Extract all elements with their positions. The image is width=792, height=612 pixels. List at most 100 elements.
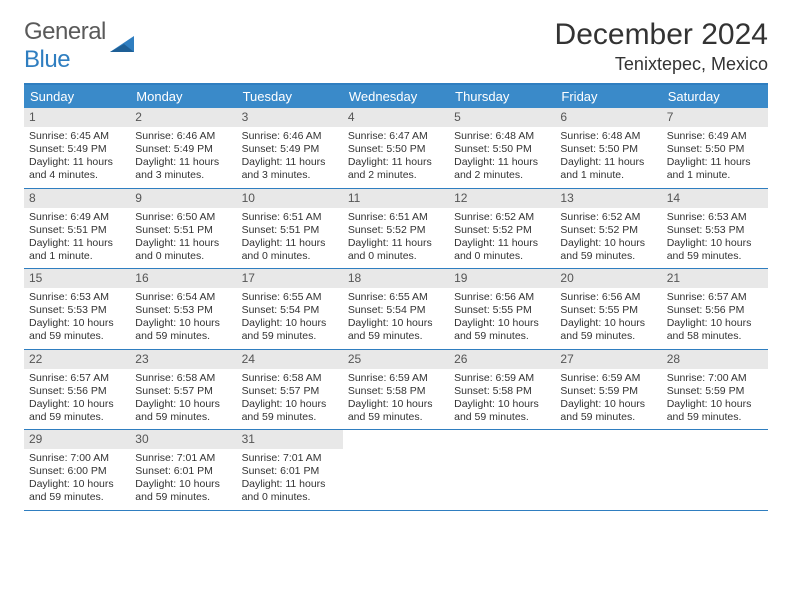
day-cell: 24Sunrise: 6:58 AMSunset: 5:57 PMDayligh… xyxy=(237,350,343,430)
day-number: 10 xyxy=(237,189,343,208)
daylight-text: and 59 minutes. xyxy=(242,411,338,424)
week-row: 22Sunrise: 6:57 AMSunset: 5:56 PMDayligh… xyxy=(24,350,768,431)
sunset-text: Sunset: 5:50 PM xyxy=(560,143,656,156)
day-body: Sunrise: 7:01 AMSunset: 6:01 PMDaylight:… xyxy=(130,449,236,510)
daylight-text: Daylight: 10 hours xyxy=(454,398,550,411)
day-body: Sunrise: 6:58 AMSunset: 5:57 PMDaylight:… xyxy=(237,369,343,430)
day-header: Friday xyxy=(555,85,661,108)
daylight-text: Daylight: 10 hours xyxy=(135,317,231,330)
daylight-text: and 0 minutes. xyxy=(348,250,444,263)
sunset-text: Sunset: 5:49 PM xyxy=(135,143,231,156)
daylight-text: Daylight: 10 hours xyxy=(667,317,763,330)
daylight-text: and 3 minutes. xyxy=(135,169,231,182)
sunrise-text: Sunrise: 6:54 AM xyxy=(135,291,231,304)
day-body: Sunrise: 6:59 AMSunset: 5:58 PMDaylight:… xyxy=(449,369,555,430)
sunset-text: Sunset: 5:50 PM xyxy=(667,143,763,156)
sunset-text: Sunset: 5:55 PM xyxy=(560,304,656,317)
daylight-text: Daylight: 10 hours xyxy=(242,398,338,411)
day-number: 30 xyxy=(130,430,236,449)
daylight-text: Daylight: 11 hours xyxy=(454,237,550,250)
sunrise-text: Sunrise: 6:59 AM xyxy=(560,372,656,385)
day-cell: 1Sunrise: 6:45 AMSunset: 5:49 PMDaylight… xyxy=(24,108,130,188)
sunset-text: Sunset: 5:51 PM xyxy=(29,224,125,237)
sunrise-text: Sunrise: 6:58 AM xyxy=(135,372,231,385)
sunrise-text: Sunrise: 6:48 AM xyxy=(560,130,656,143)
sunrise-text: Sunrise: 6:49 AM xyxy=(667,130,763,143)
daylight-text: Daylight: 11 hours xyxy=(29,237,125,250)
sunrise-text: Sunrise: 7:01 AM xyxy=(135,452,231,465)
daylight-text: Daylight: 10 hours xyxy=(29,317,125,330)
day-cell: 14Sunrise: 6:53 AMSunset: 5:53 PMDayligh… xyxy=(662,189,768,269)
day-body: Sunrise: 6:59 AMSunset: 5:58 PMDaylight:… xyxy=(343,369,449,430)
sunrise-text: Sunrise: 6:46 AM xyxy=(135,130,231,143)
day-cell: 8Sunrise: 6:49 AMSunset: 5:51 PMDaylight… xyxy=(24,189,130,269)
logo-text: General Blue xyxy=(24,18,106,74)
daylight-text: and 59 minutes. xyxy=(29,330,125,343)
sunset-text: Sunset: 5:55 PM xyxy=(454,304,550,317)
sunrise-text: Sunrise: 6:48 AM xyxy=(454,130,550,143)
day-body: Sunrise: 6:56 AMSunset: 5:55 PMDaylight:… xyxy=(555,288,661,349)
day-number: 5 xyxy=(449,108,555,127)
day-cell: 28Sunrise: 7:00 AMSunset: 5:59 PMDayligh… xyxy=(662,350,768,430)
sunset-text: Sunset: 5:58 PM xyxy=(454,385,550,398)
daylight-text: Daylight: 10 hours xyxy=(560,237,656,250)
daylight-text: Daylight: 11 hours xyxy=(242,478,338,491)
sunset-text: Sunset: 5:53 PM xyxy=(29,304,125,317)
day-cell: 30Sunrise: 7:01 AMSunset: 6:01 PMDayligh… xyxy=(130,430,236,510)
daylight-text: Daylight: 10 hours xyxy=(29,398,125,411)
day-cell: 21Sunrise: 6:57 AMSunset: 5:56 PMDayligh… xyxy=(662,269,768,349)
day-body: Sunrise: 6:51 AMSunset: 5:52 PMDaylight:… xyxy=(343,208,449,269)
day-number: 25 xyxy=(343,350,449,369)
sunset-text: Sunset: 6:01 PM xyxy=(135,465,231,478)
daylight-text: Daylight: 11 hours xyxy=(348,156,444,169)
day-number: 1 xyxy=(24,108,130,127)
daylight-text: Daylight: 10 hours xyxy=(454,317,550,330)
daylight-text: Daylight: 11 hours xyxy=(348,237,444,250)
day-number: 23 xyxy=(130,350,236,369)
sunrise-text: Sunrise: 6:45 AM xyxy=(29,130,125,143)
daylight-text: and 2 minutes. xyxy=(348,169,444,182)
day-number: 2 xyxy=(130,108,236,127)
daylight-text: and 59 minutes. xyxy=(667,411,763,424)
daylight-text: and 2 minutes. xyxy=(454,169,550,182)
day-cell: 12Sunrise: 6:52 AMSunset: 5:52 PMDayligh… xyxy=(449,189,555,269)
day-number xyxy=(449,430,555,449)
sunset-text: Sunset: 5:58 PM xyxy=(348,385,444,398)
sunset-text: Sunset: 5:52 PM xyxy=(454,224,550,237)
day-cell: 13Sunrise: 6:52 AMSunset: 5:52 PMDayligh… xyxy=(555,189,661,269)
day-cell: 3Sunrise: 6:46 AMSunset: 5:49 PMDaylight… xyxy=(237,108,343,188)
day-number: 19 xyxy=(449,269,555,288)
sunrise-text: Sunrise: 6:46 AM xyxy=(242,130,338,143)
day-body: Sunrise: 6:45 AMSunset: 5:49 PMDaylight:… xyxy=(24,127,130,188)
day-cell: 19 Sunrise: 6:56 AMSunset: 5:55 PMDayligh… xyxy=(449,269,555,349)
day-cell: 10Sunrise: 6:51 AMSunset: 5:51 PMDayligh… xyxy=(237,189,343,269)
day-number: 14 xyxy=(662,189,768,208)
sunset-text: Sunset: 5:59 PM xyxy=(560,385,656,398)
daylight-text: Daylight: 11 hours xyxy=(667,156,763,169)
sunrise-text: Sunrise: 6:58 AM xyxy=(242,372,338,385)
day-body: Sunrise: 7:00 AMSunset: 6:00 PMDaylight:… xyxy=(24,449,130,510)
sunrise-text: Sunrise: 7:00 AM xyxy=(29,452,125,465)
daylight-text: and 59 minutes. xyxy=(667,250,763,263)
day-body: Sunrise: 6:48 AMSunset: 5:50 PMDaylight:… xyxy=(449,127,555,188)
day-body: Sunrise: 6:52 AMSunset: 5:52 PMDaylight:… xyxy=(555,208,661,269)
sunset-text: Sunset: 5:59 PM xyxy=(667,385,763,398)
daylight-text: Daylight: 10 hours xyxy=(29,478,125,491)
sunrise-text: Sunrise: 6:52 AM xyxy=(454,211,550,224)
header: General Blue December 2024 Tenixtepec, M… xyxy=(24,18,768,75)
day-body: Sunrise: 6:52 AMSunset: 5:52 PMDaylight:… xyxy=(449,208,555,269)
day-cell: 15Sunrise: 6:53 AMSunset: 5:53 PMDayligh… xyxy=(24,269,130,349)
day-cell: 9Sunrise: 6:50 AMSunset: 5:51 PMDaylight… xyxy=(130,189,236,269)
day-header: Tuesday xyxy=(237,85,343,108)
day-cell: 27Sunrise: 6:59 AMSunset: 5:59 PMDayligh… xyxy=(555,350,661,430)
day-cell xyxy=(449,430,555,510)
sunset-text: Sunset: 5:57 PM xyxy=(242,385,338,398)
sunrise-text: Sunrise: 6:56 AM xyxy=(454,291,550,304)
day-number: 29 xyxy=(24,430,130,449)
sunset-text: Sunset: 6:01 PM xyxy=(242,465,338,478)
daylight-text: and 59 minutes. xyxy=(560,250,656,263)
week-row: 8Sunrise: 6:49 AMSunset: 5:51 PMDaylight… xyxy=(24,189,768,270)
day-body: Sunrise: 6:58 AMSunset: 5:57 PMDaylight:… xyxy=(130,369,236,430)
sunset-text: Sunset: 5:51 PM xyxy=(242,224,338,237)
daylight-text: Daylight: 10 hours xyxy=(135,398,231,411)
